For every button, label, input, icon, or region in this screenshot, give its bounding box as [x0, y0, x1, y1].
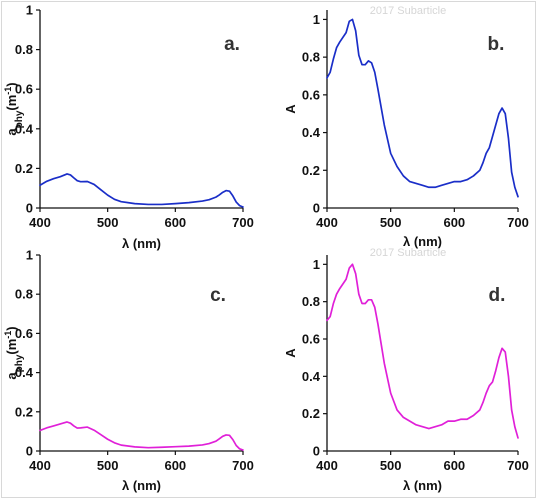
x-axis-title: λ (nm): [122, 236, 161, 251]
y-tick-label: 0.8: [15, 42, 33, 57]
panel-letter: b.: [488, 34, 505, 55]
series-line: [39, 421, 244, 451]
y-tick-label: 0.6: [15, 326, 33, 341]
y-tick-label: 0.2: [302, 163, 320, 178]
y-axis-title: aphy(m-1): [3, 82, 25, 135]
y-axis-title: A: [283, 104, 298, 114]
y-axis-title: A: [283, 348, 298, 358]
y-axis-title-unit: (m: [4, 95, 19, 111]
y-tick-label: 0.2: [15, 404, 33, 419]
x-tick-label: 600: [443, 215, 465, 230]
y-axis-title-superscript: -1: [3, 87, 13, 95]
y-tick-label: 0.6: [302, 332, 320, 347]
y-tick-label: 1: [26, 3, 33, 18]
panel-letter: d.: [489, 285, 506, 306]
watermark-text: 2017 Subarticle: [370, 5, 446, 17]
y-tick-label: 0.2: [302, 406, 320, 421]
y-tick-label: 0: [313, 444, 320, 459]
y-tick-label: 0.4: [15, 121, 34, 136]
x-tick-label: 400: [316, 215, 338, 230]
y-axis-title-unit: (m: [4, 339, 19, 355]
y-tick-label: 0.4: [302, 369, 321, 384]
y-axis-title: aphy(m-1): [3, 326, 25, 379]
x-tick-label: 600: [164, 458, 186, 473]
panel-b: 2017 Subarticle 0 0.2 0.4 0.6 0.8 1 400 500 600 70…: [283, 5, 529, 249]
panel-letter: a.: [224, 34, 240, 55]
x-tick-label: 700: [232, 215, 254, 230]
watermark-text: 2017 Subarticle: [370, 247, 446, 259]
y-tick-label: 0.8: [302, 50, 320, 65]
panel-c: 0 0.2 0.4 0.6 0.8 1 400 500 600 700 λ (nm) aphy(m-1…: [3, 248, 254, 494]
panel-d: 2017 Subarticle 0 0.2 0.4 0.6 0.8 1 400 500 600 70…: [283, 247, 529, 493]
y-tick-label: 0: [26, 444, 33, 459]
y-tick-label: 0.6: [15, 82, 33, 97]
x-axis-title: λ (nm): [403, 234, 442, 249]
y-axis-title-subscript: phy: [14, 110, 25, 128]
x-tick-label: 500: [97, 215, 119, 230]
y-tick-label: 0.8: [302, 294, 320, 309]
y-axis-title-base: a: [4, 128, 19, 136]
y-axis-title-superscript: -1: [3, 331, 13, 339]
y-axis-title-unit-close: ): [4, 82, 19, 86]
x-tick-label: 400: [29, 215, 51, 230]
y-axis-title-unit-close: ): [4, 326, 19, 330]
series-line: [326, 263, 519, 439]
x-tick-label: 500: [97, 458, 119, 473]
y-tick-label: 0.8: [15, 287, 33, 302]
y-tick-label: 0: [313, 201, 320, 216]
x-tick-label: 600: [164, 215, 186, 230]
y-tick-label: 0.6: [302, 87, 320, 102]
x-tick-label: 500: [380, 215, 402, 230]
x-tick-label: 400: [316, 458, 338, 473]
panel-a: 0 0.2 0.4 0.6 0.8 1 400 500 600 700 λ (nm) aphy(m-1…: [3, 3, 254, 252]
x-tick-label: 700: [232, 458, 254, 473]
y-tick-label: 0.4: [15, 365, 34, 380]
y-tick-label: 0.2: [15, 161, 33, 176]
x-tick-label: 700: [507, 458, 529, 473]
y-tick-label: 1: [26, 248, 33, 263]
panel-letter: c.: [210, 285, 226, 306]
series-line: [39, 173, 244, 208]
y-tick-label: 0: [26, 201, 33, 216]
x-axis-title: λ (nm): [122, 478, 161, 493]
series-line: [326, 18, 519, 198]
y-tick-label: 1: [313, 12, 320, 27]
x-tick-label: 400: [29, 458, 51, 473]
y-tick-label: 0.4: [302, 125, 321, 140]
y-axis-title-subscript: phy: [14, 354, 25, 372]
y-axis-title-base: a: [4, 372, 19, 380]
x-axis-title: λ (nm): [403, 478, 442, 493]
y-tick-label: 1: [313, 257, 320, 272]
x-tick-label: 700: [507, 215, 529, 230]
x-tick-label: 500: [380, 458, 402, 473]
x-tick-label: 600: [443, 458, 465, 473]
